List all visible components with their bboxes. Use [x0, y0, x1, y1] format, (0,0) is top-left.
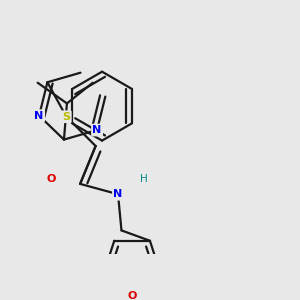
Text: O: O	[128, 291, 137, 300]
Text: N: N	[34, 111, 44, 121]
Text: N: N	[113, 189, 123, 199]
Text: H: H	[140, 174, 148, 184]
Text: N: N	[92, 125, 102, 135]
Text: O: O	[46, 174, 56, 184]
Text: S: S	[62, 112, 70, 122]
